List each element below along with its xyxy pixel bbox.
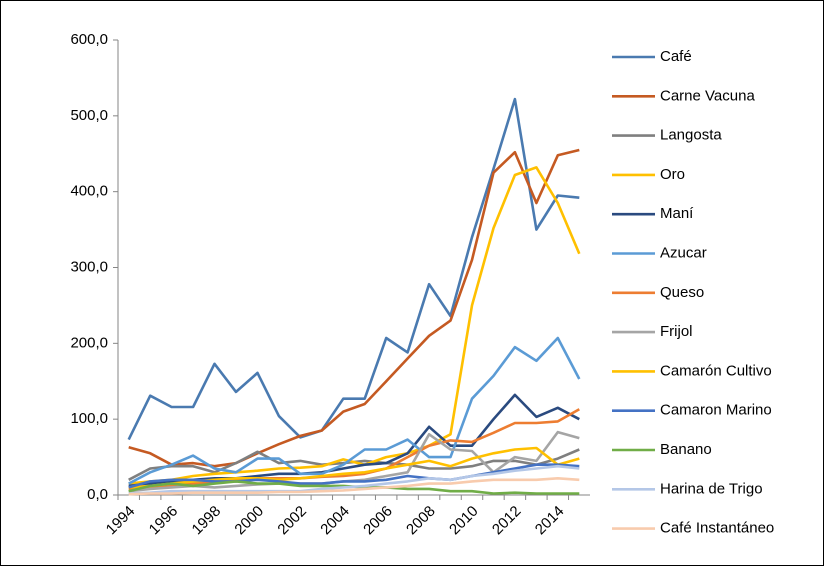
series-line [128, 408, 580, 491]
y-tick-label: 500,0 [70, 107, 108, 124]
legend-label: Camarón Cultivo [660, 362, 772, 379]
y-tick-label: 600,0 [70, 31, 108, 48]
series-line [128, 166, 581, 485]
legend-label: Carne Vacuna [660, 87, 755, 104]
y-tick-label: 100,0 [70, 410, 108, 427]
series-line [128, 464, 580, 495]
series-line [128, 393, 580, 488]
series-line [128, 477, 580, 496]
legend-label: Café Instantáneo [660, 520, 774, 537]
series-line [128, 336, 581, 485]
y-tick-label: 200,0 [70, 334, 108, 351]
legend-label: Maní [660, 205, 694, 222]
legend-label: Café [660, 48, 692, 65]
legend-label: Camaron Marino [660, 402, 772, 419]
legend-label: Frijol [660, 323, 693, 340]
legend-label: Banano [660, 441, 712, 458]
legend-label: Harina de Trigo [660, 480, 763, 497]
legend-label: Langosta [660, 127, 722, 144]
legend-label: Oro [660, 166, 685, 183]
series-line [128, 463, 580, 489]
y-tick-label: 400,0 [70, 183, 108, 200]
legend-label: Queso [660, 284, 704, 301]
y-tick-label: 300,0 [70, 258, 108, 275]
series-line [127, 97, 580, 441]
legend-label: Azucar [660, 244, 707, 261]
y-tick-label: 0,0 [87, 486, 108, 503]
series-line [128, 148, 580, 468]
